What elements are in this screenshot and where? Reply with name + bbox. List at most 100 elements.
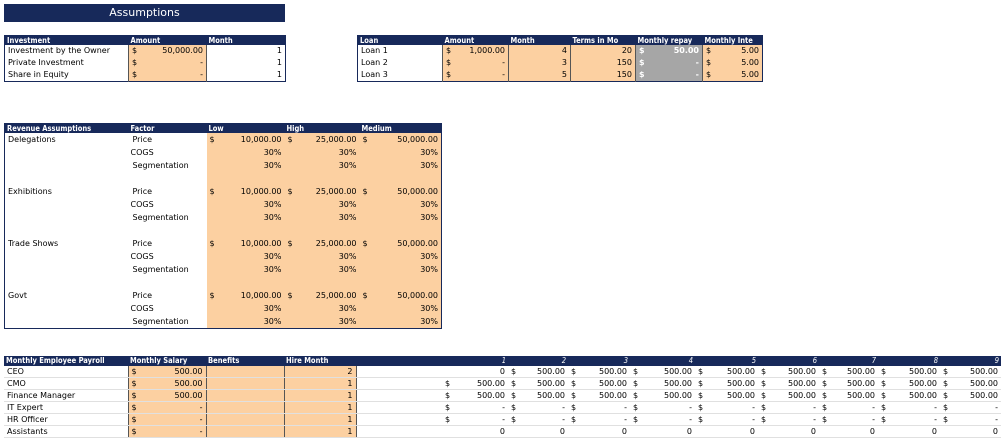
hire-month-cell[interactable]: 1 xyxy=(284,413,357,426)
benefits-cell[interactable] xyxy=(206,401,285,414)
salary-cell[interactable]: $500.00 xyxy=(127,366,207,378)
revenue-medium-cell[interactable]: $50,000.00 xyxy=(359,237,442,250)
revenue-high-cell[interactable]: 30% xyxy=(284,211,360,224)
revenue-low-cell[interactable]: 30% xyxy=(206,263,285,276)
benefits-cell[interactable] xyxy=(206,425,285,438)
loan-month-cell[interactable]: 3 xyxy=(508,57,571,69)
revenue-low-cell[interactable]: $10,000.00 xyxy=(206,237,285,250)
benefits-cell[interactable] xyxy=(206,366,285,378)
investment-amount-cell-value: 50,000.00 xyxy=(162,46,203,55)
loan-interest-cell[interactable]: $5.00 xyxy=(702,57,763,69)
month-value-cell: 0 xyxy=(819,425,878,438)
revenue-high-cell[interactable]: $25,000.00 xyxy=(284,289,360,302)
revenue-row: Trade Shows Price $10,000.00 $25,000.00 $50,… xyxy=(5,237,442,250)
revenue-low-cell[interactable]: $10,000.00 xyxy=(206,185,285,198)
hire-month-cell[interactable]: 1 xyxy=(284,401,357,414)
investment-amount-cell[interactable]: $50,000.00 xyxy=(128,45,207,57)
loan-repay-cell: $50.00 xyxy=(635,45,703,57)
hire-month-cell[interactable]: 2 xyxy=(284,366,357,378)
investment-month-cell[interactable]: 1 xyxy=(276,58,282,67)
month-value-cell-content: $ - xyxy=(761,414,816,425)
benefits-cell[interactable] xyxy=(206,377,285,390)
revenue-medium-cell[interactable]: $50,000.00 xyxy=(359,133,442,146)
revenue-high-cell[interactable]: 30% xyxy=(284,198,360,211)
loan-terms-cell[interactable]: 150 xyxy=(570,57,636,69)
revenue-medium-cell[interactable]: 30% xyxy=(359,250,442,263)
benefits-header: Benefits xyxy=(206,356,284,366)
revenue-medium-cell[interactable]: 30% xyxy=(359,146,442,159)
month-value-cell-value: 500.00 xyxy=(909,391,937,400)
loan-amount-cell[interactable]: $ - xyxy=(442,57,509,69)
loan-amount-cell[interactable]: $1,000.00 xyxy=(442,45,509,57)
revenue-high-cell[interactable]: 30% xyxy=(284,315,360,329)
revenue-high-cell[interactable]: 30% xyxy=(284,146,360,159)
revenue-medium-cell[interactable]: 30% xyxy=(359,302,442,315)
currency-symbol: $ xyxy=(511,367,517,376)
investment-month-cell[interactable]: 1 xyxy=(276,46,282,55)
revenue-spacer-row xyxy=(5,276,442,289)
revenue-low-cell[interactable]: 30% xyxy=(206,250,285,263)
month-value-cell-value: 500.00 xyxy=(909,379,937,388)
month-spacer-cell xyxy=(356,413,442,426)
revenue-medium-cell[interactable]: 30% xyxy=(359,263,442,276)
revenue-high-cell[interactable]: $25,000.00 xyxy=(284,133,360,146)
salary-cell[interactable]: $ - xyxy=(127,413,207,426)
hire-month-cell[interactable]: 1 xyxy=(284,377,357,390)
investment-amount-cell[interactable]: $ - xyxy=(128,69,207,82)
loan-terms-cell[interactable]: 150 xyxy=(570,69,636,82)
salary-cell[interactable]: $ - xyxy=(127,425,207,438)
loan-interest-cell-content: $5.00 xyxy=(706,45,759,57)
month-value-cell: $500.00 xyxy=(695,366,758,378)
hire-month-cell[interactable]: 1 xyxy=(284,425,357,438)
month-value-cell-value: 500.00 xyxy=(599,367,627,376)
revenue-high-cell[interactable]: $25,000.00 xyxy=(284,237,360,250)
currency-symbol: $ xyxy=(132,70,138,79)
revenue-medium-cell[interactable]: 30% xyxy=(359,159,442,172)
revenue-medium-cell[interactable]: $50,000.00 xyxy=(359,289,442,302)
revenue-low-cell[interactable]: 30% xyxy=(206,146,285,159)
month-value-cell: $500.00 xyxy=(695,377,758,390)
month-column-header: 5 xyxy=(695,356,758,366)
month-value-cell: $ - xyxy=(819,413,878,426)
hire-month-cell[interactable]: 1 xyxy=(284,389,357,402)
revenue-low-cell[interactable]: 30% xyxy=(206,315,285,329)
benefits-cell[interactable] xyxy=(206,389,285,402)
investment-amount-cell[interactable]: $ - xyxy=(128,57,207,69)
revenue-medium-cell[interactable]: 30% xyxy=(359,211,442,224)
loan-month-cell[interactable]: 5 xyxy=(508,69,571,82)
revenue-high-cell[interactable]: 30% xyxy=(284,302,360,315)
loan-terms-cell[interactable]: 20 xyxy=(570,45,636,57)
salary-cell[interactable]: $500.00 xyxy=(127,389,207,402)
revenue-low-cell[interactable]: 30% xyxy=(206,302,285,315)
revenue-factor: Price xyxy=(132,135,153,144)
revenue-low-cell[interactable]: 30% xyxy=(206,198,285,211)
revenue-high-cell[interactable]: 30% xyxy=(284,263,360,276)
revenue-low-cell[interactable]: $10,000.00 xyxy=(206,133,285,146)
revenue-low-cell[interactable]: $10,000.00 xyxy=(206,289,285,302)
revenue-high-cell[interactable]: 30% xyxy=(284,250,360,263)
month-value-cell-value: - xyxy=(562,415,565,424)
investment-month-cell[interactable]: 1 xyxy=(276,70,282,79)
revenue-medium-cell-value: 50,000.00 xyxy=(397,239,438,248)
salary-cell[interactable]: $ - xyxy=(127,401,207,414)
loan-month-cell[interactable]: 4 xyxy=(508,45,571,57)
loan-interest-cell[interactable]: $5.00 xyxy=(702,45,763,57)
revenue-table: Revenue Assumptions Factor Low High Medi… xyxy=(4,123,442,329)
revenue-high-cell[interactable]: $25,000.00 xyxy=(284,185,360,198)
revenue-low-cell[interactable]: 30% xyxy=(206,211,285,224)
salary-cell[interactable]: $500.00 xyxy=(127,377,207,390)
revenue-group-blank xyxy=(5,198,129,211)
revenue-low-cell[interactable]: 30% xyxy=(206,159,285,172)
revenue-medium-cell[interactable]: 30% xyxy=(359,315,442,329)
loan-interest-cell[interactable]: $5.00 xyxy=(702,69,763,82)
month-value-cell-content: $500.00 xyxy=(822,378,875,389)
revenue-medium-cell[interactable]: 30% xyxy=(359,198,442,211)
benefits-cell[interactable] xyxy=(206,413,285,426)
revenue-high-cell[interactable]: 30% xyxy=(284,159,360,172)
month-value-cell: 0 xyxy=(878,425,940,438)
revenue-medium-cell[interactable]: $50,000.00 xyxy=(359,185,442,198)
currency-symbol: $ xyxy=(633,415,639,424)
loan-amount-cell[interactable]: $ - xyxy=(442,69,509,82)
amount-header: Amount xyxy=(128,35,207,45)
repay-header: Monthly repay xyxy=(635,35,703,45)
